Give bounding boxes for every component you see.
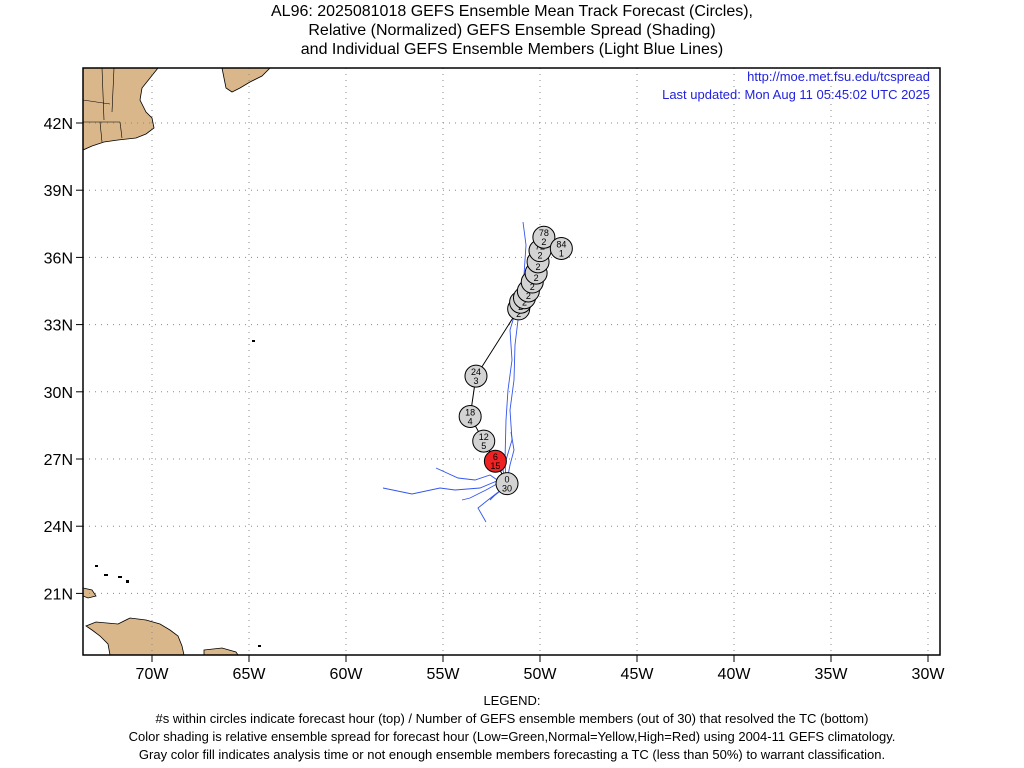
- lon-tick-label: 30W: [912, 666, 946, 683]
- title-line-1: AL96: 2025081018 GEFS Ensemble Mean Trac…: [271, 3, 753, 20]
- ensemble-member-line: [502, 221, 527, 487]
- legend-heading: LEGEND:: [483, 693, 541, 708]
- lat-tick-label: 27N: [44, 452, 73, 469]
- small-islands: [95, 340, 261, 647]
- track-point: 125: [472, 429, 496, 453]
- track-point-circle: [483, 449, 507, 473]
- forecast-hour-label: 84: [556, 239, 566, 249]
- lat-tick-label: 24N: [44, 519, 73, 536]
- track-point: 615: [483, 449, 507, 473]
- member-count-label: 2: [516, 309, 521, 319]
- track-point-circle: [458, 404, 482, 428]
- forecast-hour-label: 78: [539, 228, 549, 238]
- land-new-england: [83, 68, 159, 151]
- land-nova-scotia: [221, 68, 271, 93]
- lat-tick-label: 36N: [44, 250, 73, 267]
- member-count-label: 5: [481, 441, 486, 451]
- land-hispaniola: [85, 617, 185, 655]
- lon-tick-label: 65W: [233, 666, 267, 683]
- forecast-hour-label: 18: [465, 407, 475, 417]
- member-count-label: 15: [490, 461, 500, 471]
- ensemble-member-line: [461, 479, 505, 501]
- grid-lines: [83, 68, 940, 655]
- state-borders: [83, 68, 123, 143]
- axis-ticks: 70W 65W 60W 55W 50W 45W 40W 35W 30W 42N 39N 36N 33N 3…: [44, 116, 946, 683]
- title-line-2: Relative (Normalized) GEFS Ensemble Spre…: [308, 22, 716, 39]
- lon-tick-label: 55W: [427, 666, 461, 683]
- lon-tick-label: 60W: [330, 666, 364, 683]
- track-map: 0306151251842433023624224825426026627227…: [44, 67, 946, 683]
- track-point: 782: [532, 225, 556, 249]
- member-count-label: 2: [526, 291, 531, 301]
- lat-tick-label: 39N: [44, 183, 73, 200]
- ensemble-member-line: [382, 477, 505, 495]
- member-count-label: 2: [537, 251, 542, 261]
- lon-tick-label: 40W: [718, 666, 752, 683]
- lat-tick-label: 33N: [44, 318, 73, 335]
- forecast-hour-label: 6: [493, 452, 498, 462]
- member-count-label: 30: [502, 484, 512, 494]
- legend-line-3: Gray color fill indicates analysis time …: [138, 747, 886, 762]
- forecast-hour-label: 24: [471, 367, 481, 377]
- track-point-circle: [472, 429, 496, 453]
- ensemble-member-line: [435, 467, 507, 487]
- track-point-circle: [532, 225, 556, 249]
- lon-tick-label: 70W: [136, 666, 170, 683]
- member-count-label: 4: [468, 416, 473, 426]
- lon-tick-label: 45W: [621, 666, 655, 683]
- track-point-circle: [549, 236, 573, 260]
- member-count-label: 2: [536, 262, 541, 272]
- track-point: 841: [549, 236, 573, 260]
- mean-track-circles: 0306151251842433023624224825426026627227…: [458, 225, 573, 496]
- track-point: 030: [495, 472, 519, 496]
- lat-tick-label: 30N: [44, 385, 73, 402]
- forecast-hour-label: 0: [505, 475, 510, 485]
- track-point-circle: [495, 472, 519, 496]
- map-frame: [82, 67, 941, 656]
- lon-tick-label: 35W: [815, 666, 849, 683]
- member-count-label: 2: [541, 237, 546, 247]
- lat-tick-label: 42N: [44, 116, 73, 133]
- member-count-label: 2: [530, 282, 535, 292]
- title-line-3: and Individual GEFS Ensemble Members (Li…: [300, 41, 724, 58]
- land-masses: [83, 68, 271, 655]
- source-url[interactable]: http://moe.met.fsu.edu/tcspread: [747, 69, 930, 84]
- track-point: 243: [464, 364, 488, 388]
- legend-line-2: Color shading is relative ensemble sprea…: [128, 729, 896, 744]
- track-point-circle: [464, 364, 488, 388]
- last-updated: Last updated: Mon Aug 11 05:45:02 UTC 20…: [662, 87, 930, 102]
- forecast-hour-label: 12: [479, 432, 489, 442]
- member-count-label: 1: [559, 248, 564, 258]
- member-count-label: 2: [534, 273, 539, 283]
- track-point: 184: [458, 404, 482, 428]
- member-count-label: 2: [522, 298, 527, 308]
- legend-line-1: #s within circles indicate forecast hour…: [155, 711, 869, 726]
- lon-tick-label: 50W: [524, 666, 558, 683]
- lat-tick-label: 21N: [44, 586, 73, 603]
- land-puerto-rico: [203, 647, 239, 655]
- member-count-label: 3: [473, 376, 478, 386]
